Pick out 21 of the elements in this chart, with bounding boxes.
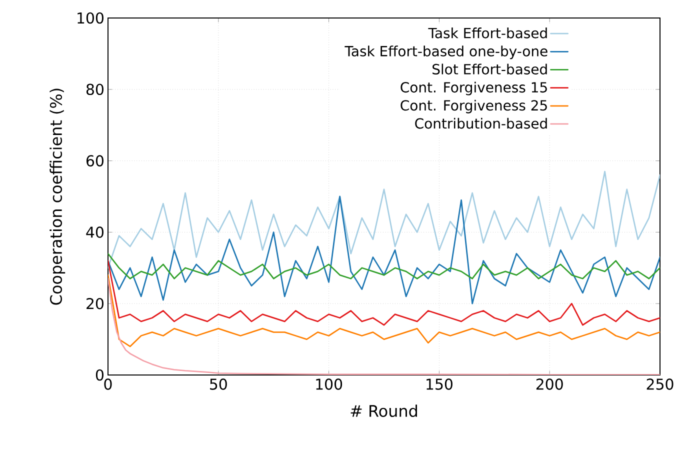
y-tick-label: 60 — [86, 155, 104, 166]
legend-label: Cont. Forgiveness 15 — [400, 82, 547, 96]
y-tick-label: 40 — [86, 226, 104, 238]
x-tick-label: 100 — [316, 378, 342, 390]
line-series — [108, 170, 660, 269]
legend-label: Slot Effort-based — [432, 64, 547, 74]
x-tick-label: 50 — [210, 378, 227, 390]
y-tick-label: 0 — [96, 369, 104, 381]
x-tick-label: 250 — [646, 378, 674, 390]
legend-label: Task Effort-based — [428, 28, 547, 38]
x-axis-title: # Round — [350, 404, 417, 417]
y-axis-title: Cooperation coefficient (%) — [50, 88, 66, 305]
legend-label: Contribution-based — [415, 118, 547, 129]
x-tick-label: 0 — [104, 378, 112, 390]
y-tick-label: 100 — [78, 12, 104, 24]
legend-label: Cont. Forgiveness 25 — [400, 100, 547, 114]
x-tick-label: 150 — [426, 378, 452, 390]
y-tick-label: 20 — [86, 298, 104, 310]
x-tick-label: 200 — [536, 378, 563, 390]
y-tick-label: 80 — [86, 84, 104, 96]
legend-label: Task Effort-based one-by-one — [344, 46, 548, 60]
